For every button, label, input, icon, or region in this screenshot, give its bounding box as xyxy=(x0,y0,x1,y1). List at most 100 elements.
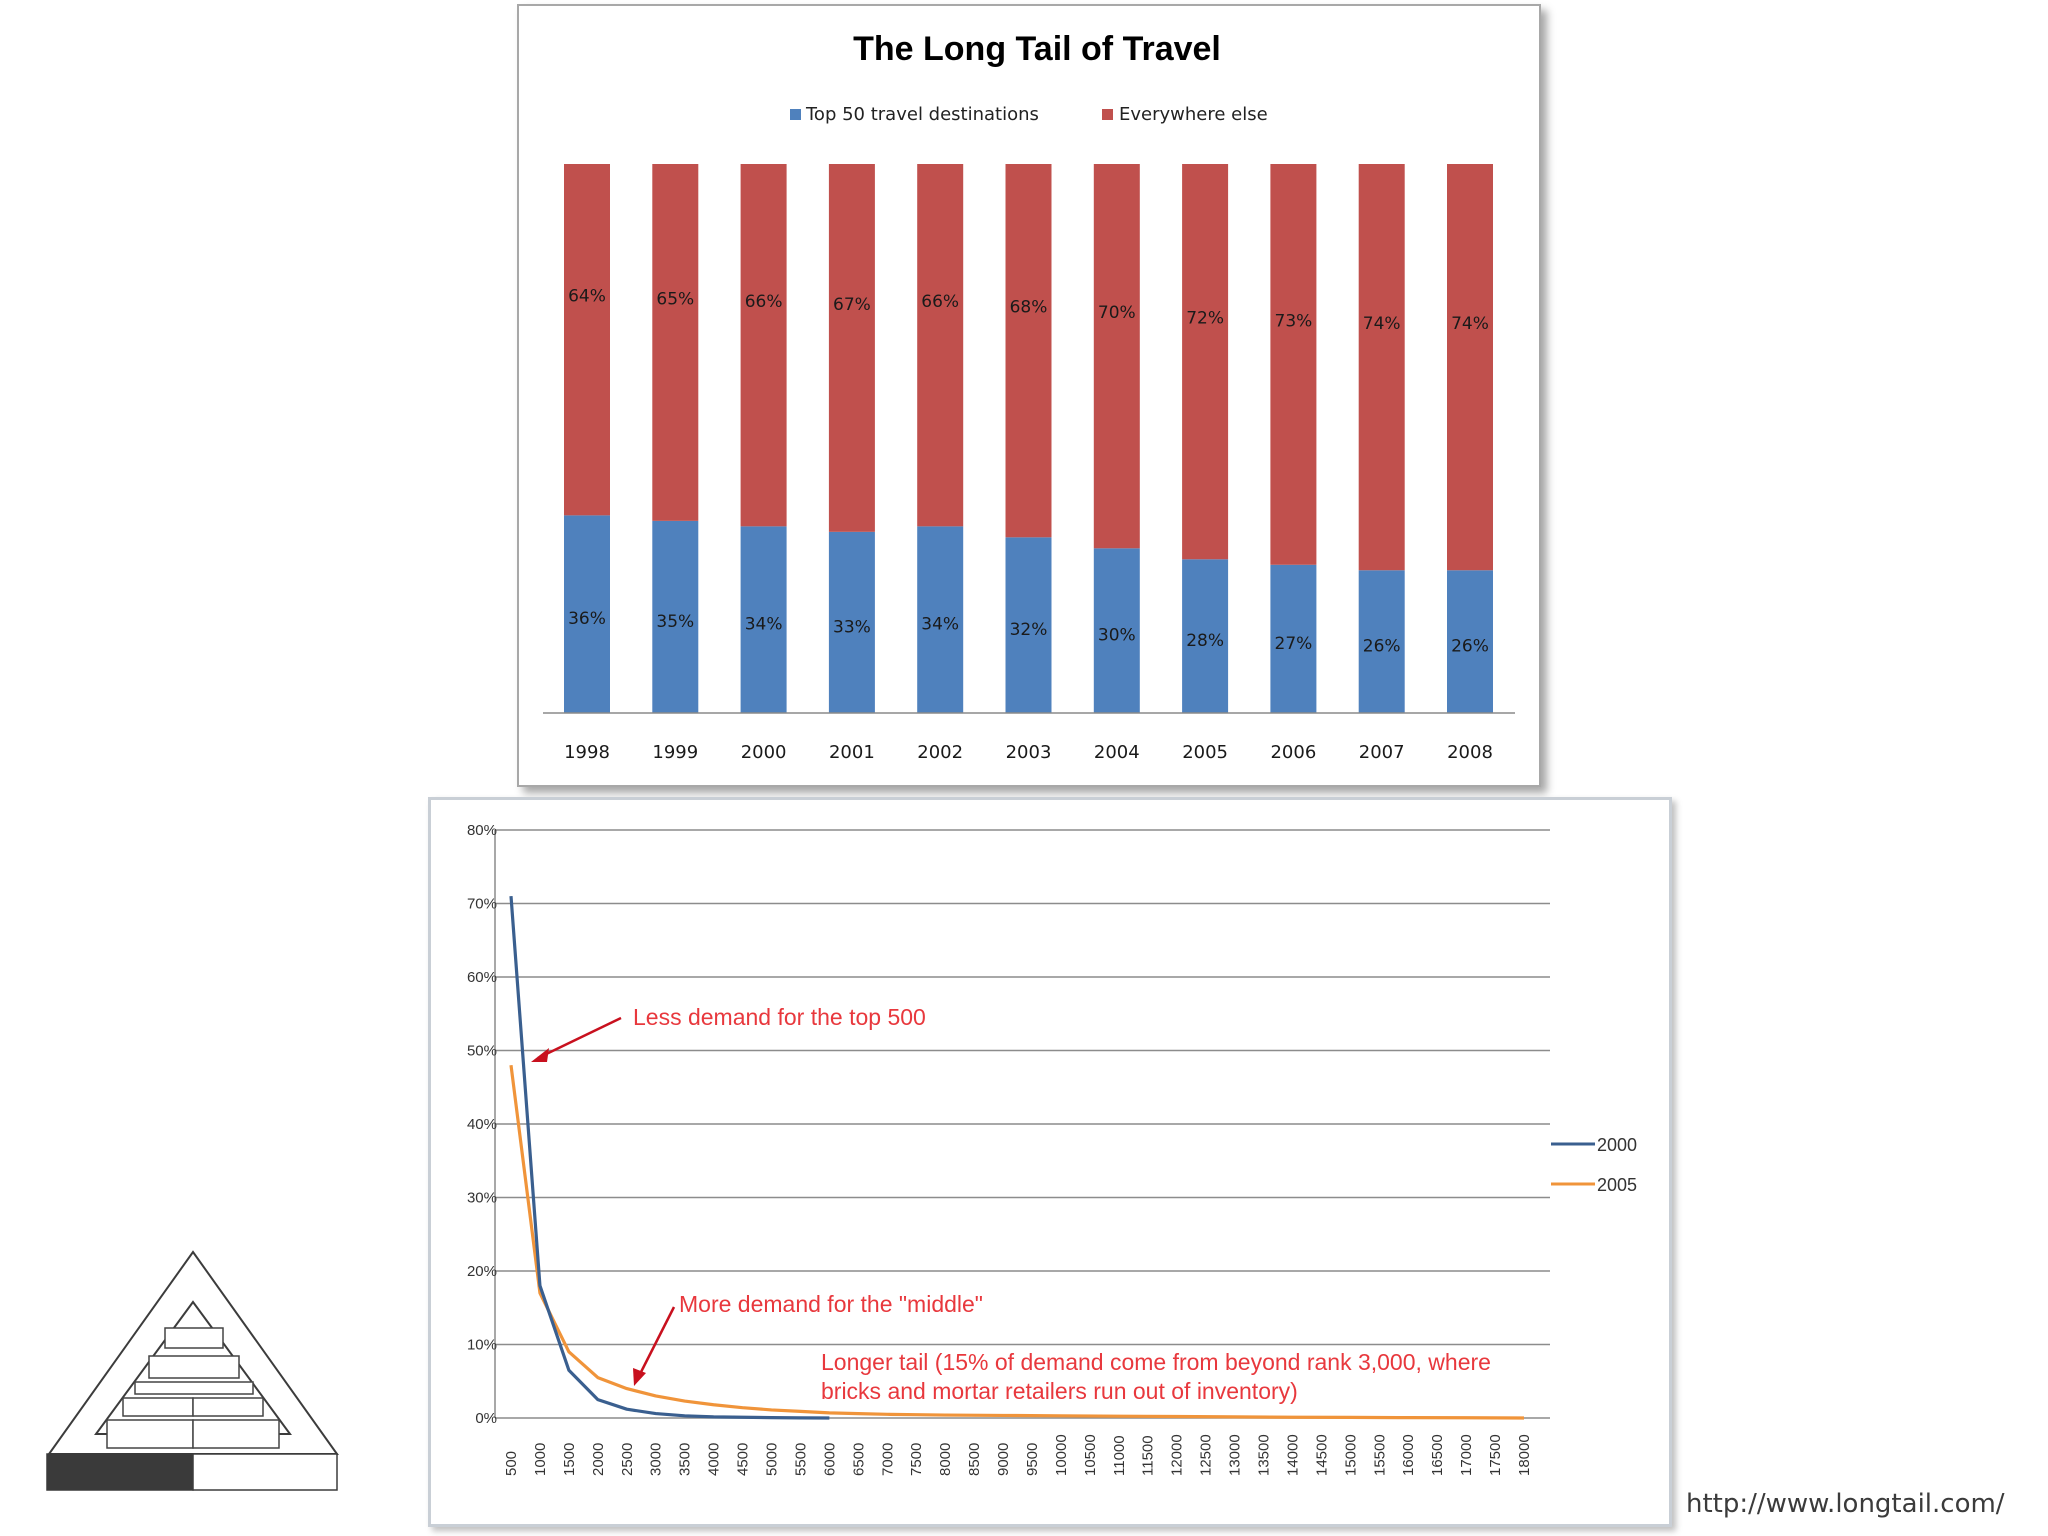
bar-chart: The Long Tail of Travel Top 50 travel de… xyxy=(543,30,1515,763)
bar-top50-2001 xyxy=(828,531,875,713)
x-tick-label-8500: 8500 xyxy=(966,1443,983,1476)
y-tick-label-0: 0% xyxy=(475,1410,497,1427)
x-tick-label-14000: 14000 xyxy=(1284,1434,1301,1476)
data-label-everywhere-else-2003: 68% xyxy=(1010,298,1048,318)
x-tick-label-500: 500 xyxy=(503,1451,520,1476)
legend-swatch-top50 xyxy=(790,109,801,120)
bar-top50-2007 xyxy=(1358,570,1405,713)
data-label-everywhere-else-2005: 72% xyxy=(1186,309,1224,329)
bar-everywhere-else-1998 xyxy=(564,164,610,516)
x-tick-label-11500: 11500 xyxy=(1140,1435,1157,1476)
bar-everywhere-else-2004 xyxy=(1093,164,1140,549)
legend: 2000 2005 xyxy=(1551,1135,1637,1195)
data-label-everywhere-else-2008: 74% xyxy=(1451,314,1489,334)
x-tick-label-11000: 11000 xyxy=(1111,1435,1128,1476)
annotations: Less demand for the top 500 More demand … xyxy=(531,1004,1491,1404)
annotation-longer-tail-line1: Longer tail (15% of demand come from bey… xyxy=(821,1349,1491,1375)
data-label-top50-2000: 34% xyxy=(745,615,783,635)
bar-marks: 36% 64% 35% 65% 34% 66% 33% 67% 34% 66% 32% 68% 30% 7… xyxy=(564,164,1493,713)
data-label-top50-1998: 36% xyxy=(568,609,606,629)
arrow-middle xyxy=(637,1306,676,1377)
bar-everywhere-else-1999 xyxy=(652,164,699,521)
arrow-head-top500 xyxy=(531,1048,549,1062)
x-tick-label-15500: 15500 xyxy=(1371,1434,1388,1476)
bar-everywhere-else-2008 xyxy=(1447,164,1493,571)
annotation-top500: Less demand for the top 500 xyxy=(633,1004,926,1030)
x-tick-label-3000: 3000 xyxy=(648,1443,665,1476)
y-tick-label-50: 50% xyxy=(467,1043,497,1060)
x-tick-label-2003: 2003 xyxy=(1006,742,1052,763)
x-tick-label-10000: 10000 xyxy=(1053,1434,1070,1476)
x-tick-label-2000: 2000 xyxy=(590,1443,607,1476)
data-label-top50-2006: 27% xyxy=(1275,634,1313,654)
x-tick-label-7500: 7500 xyxy=(908,1443,925,1476)
y-tick-label-80: 80% xyxy=(467,822,497,839)
data-label-top50-2005: 28% xyxy=(1186,631,1224,651)
data-label-top50-1999: 35% xyxy=(656,612,694,632)
bar-everywhere-else-2003 xyxy=(1005,164,1052,538)
x-tick-label-17000: 17000 xyxy=(1458,1434,1475,1476)
line-chart-panel: 0% 10% 20% 30% 40% 50% 60% 70% 80% 500 1000 1500 20… xyxy=(428,797,1672,1527)
legend-label-2005: 2005 xyxy=(1597,1175,1637,1195)
chart-title: The Long Tail of Travel xyxy=(853,30,1221,68)
x-tick-label-12000: 12000 xyxy=(1169,1434,1186,1476)
x-tick-labels: 500 1000 1500 2000 2500 3000 3500 4000 4500 5000 5… xyxy=(503,1434,1533,1476)
x-tick-label-2004: 2004 xyxy=(1094,742,1140,763)
data-label-everywhere-else-2007: 74% xyxy=(1363,314,1401,334)
x-tick-label-2000: 2000 xyxy=(741,742,787,763)
data-label-everywhere-else-2001: 67% xyxy=(833,295,871,315)
legend-label-everywhere-else: Everywhere else xyxy=(1119,104,1268,125)
series-line-2000 xyxy=(509,896,830,1420)
x-tick-label-1000: 1000 xyxy=(532,1443,549,1476)
y-tick-label-30: 30% xyxy=(467,1190,497,1207)
arrow-head-middle xyxy=(633,1368,646,1386)
series-lines xyxy=(509,896,1525,1420)
x-tick-label-9000: 9000 xyxy=(995,1443,1012,1476)
pyramid-diagram-thumbnail xyxy=(46,1250,339,1491)
data-label-everywhere-else-1999: 65% xyxy=(656,289,694,309)
x-tick-label-1999: 1999 xyxy=(652,742,698,763)
data-label-top50-2004: 30% xyxy=(1098,626,1136,646)
data-label-top50-2001: 33% xyxy=(833,617,871,637)
x-tick-label-13500: 13500 xyxy=(1256,1434,1273,1476)
x-tick-label-6500: 6500 xyxy=(850,1443,867,1476)
bar-top50-2006 xyxy=(1270,564,1317,713)
y-tick-labels: 0% 10% 20% 30% 40% 50% 60% 70% 80% xyxy=(467,822,497,1427)
x-tick-label-1998: 1998 xyxy=(564,742,610,763)
bar-everywhere-else-2002 xyxy=(917,164,964,527)
x-tick-label-2006: 2006 xyxy=(1270,742,1316,763)
x-tick-label-2008: 2008 xyxy=(1447,742,1493,763)
x-tick-label-5500: 5500 xyxy=(792,1443,809,1476)
y-tick-label-10: 10% xyxy=(467,1337,497,1354)
data-label-top50-2003: 32% xyxy=(1010,620,1048,640)
bar-top50-2000 xyxy=(740,526,787,713)
x-tick-label-16000: 16000 xyxy=(1400,1434,1417,1476)
x-tick-label-2007: 2007 xyxy=(1359,742,1405,763)
x-tick-label-12500: 12500 xyxy=(1198,1434,1215,1476)
y-tick-label-20: 20% xyxy=(467,1263,497,1280)
x-tick-label-4000: 4000 xyxy=(706,1443,723,1476)
data-label-top50-2008: 26% xyxy=(1451,637,1489,657)
x-tick-label-15000: 15000 xyxy=(1342,1434,1359,1476)
y-tick-label-60: 60% xyxy=(467,969,497,986)
x-tick-label-16500: 16500 xyxy=(1429,1434,1446,1476)
legend-label-top50: Top 50 travel destinations xyxy=(805,104,1039,125)
x-tick-label-7000: 7000 xyxy=(879,1443,896,1476)
x-tick-label-2005: 2005 xyxy=(1182,742,1228,763)
data-label-everywhere-else-2000: 66% xyxy=(745,292,783,312)
legend-label-2000: 2000 xyxy=(1597,1135,1637,1155)
annotation-longer-tail-line2: bricks and mortar retailers run out of i… xyxy=(821,1378,1298,1404)
bar-everywhere-else-2007 xyxy=(1358,164,1405,571)
source-link[interactable]: http://www.longtail.com/ xyxy=(1686,1489,2005,1519)
y-tick-label-40: 40% xyxy=(467,1116,497,1133)
x-tick-label-2001: 2001 xyxy=(829,742,875,763)
x-tick-label-5000: 5000 xyxy=(763,1443,780,1476)
bar-everywhere-else-2000 xyxy=(740,164,787,527)
arrow-top500 xyxy=(537,1016,622,1060)
gridlines xyxy=(494,829,1550,1419)
bar-chart-panel: The Long Tail of Travel Top 50 travel de… xyxy=(517,4,1541,787)
x-tick-label-3500: 3500 xyxy=(677,1443,694,1476)
bar-top50-2005 xyxy=(1182,559,1229,713)
bar-everywhere-else-2001 xyxy=(828,164,875,532)
x-tick-label-13000: 13000 xyxy=(1227,1434,1244,1476)
